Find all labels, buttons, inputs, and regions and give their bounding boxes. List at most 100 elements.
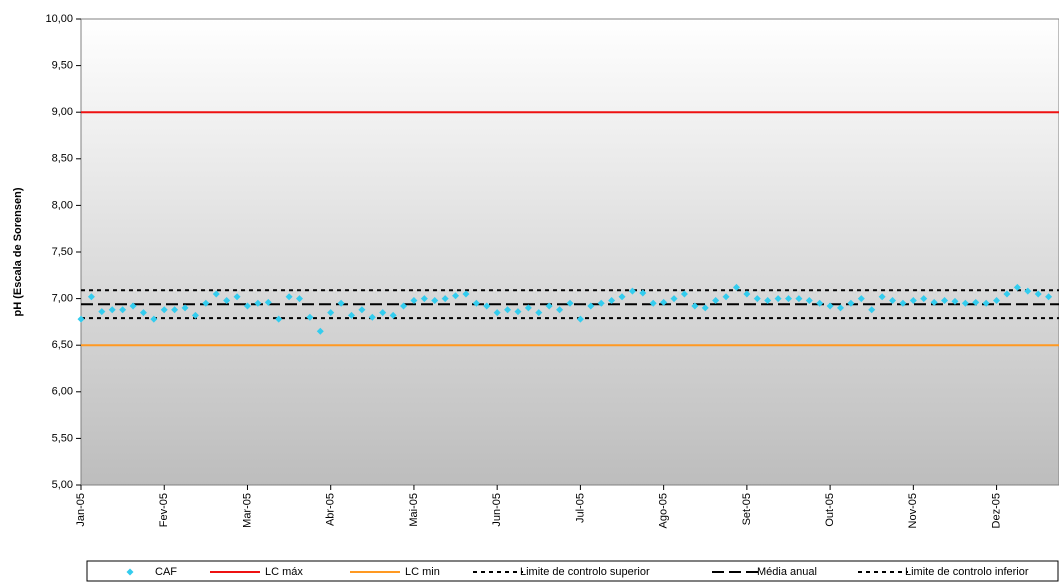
y-tick-label: 10,00 bbox=[45, 13, 73, 25]
data-point bbox=[275, 315, 283, 323]
data-point bbox=[431, 296, 439, 304]
data-point bbox=[441, 295, 449, 303]
data-point bbox=[576, 315, 584, 323]
data-point bbox=[1013, 283, 1021, 291]
data-point bbox=[660, 298, 668, 306]
x-tick-label: Jan-05 bbox=[75, 493, 87, 527]
data-point bbox=[920, 295, 928, 303]
y-tick-label: 8,50 bbox=[52, 153, 73, 165]
data-point bbox=[295, 295, 303, 303]
data-point bbox=[472, 299, 480, 307]
data-point bbox=[951, 297, 959, 305]
data-point bbox=[1034, 290, 1042, 298]
data-point bbox=[639, 289, 647, 297]
legend-label: CAF bbox=[155, 566, 177, 578]
data-point bbox=[857, 295, 865, 303]
data-point bbox=[337, 299, 345, 307]
data-point bbox=[961, 299, 969, 307]
data-point bbox=[160, 306, 168, 314]
data-point bbox=[816, 299, 824, 307]
data-point bbox=[1045, 293, 1053, 301]
data-point bbox=[743, 290, 751, 298]
data-point bbox=[909, 296, 917, 304]
data-point bbox=[680, 290, 688, 298]
data-point bbox=[628, 287, 636, 295]
y-tick-label: 6,50 bbox=[52, 339, 73, 351]
data-point bbox=[264, 298, 272, 306]
y-tick-label: 6,00 bbox=[52, 386, 73, 398]
data-point bbox=[452, 292, 460, 300]
data-point bbox=[379, 309, 387, 317]
legend-label: Limite de controlo superior bbox=[520, 566, 650, 578]
data-point bbox=[171, 306, 179, 314]
x-tick-label: Set-05 bbox=[741, 493, 753, 525]
data-point bbox=[545, 302, 553, 310]
y-tick-label: 5,50 bbox=[52, 432, 73, 444]
legend-label: LC min bbox=[405, 566, 440, 578]
y-tick-label: 8,00 bbox=[52, 199, 73, 211]
data-point bbox=[223, 296, 231, 304]
data-point bbox=[556, 306, 564, 314]
data-point bbox=[514, 308, 522, 316]
data-point bbox=[878, 293, 886, 301]
data-point bbox=[722, 293, 730, 301]
data-point bbox=[108, 306, 116, 314]
data-point bbox=[670, 295, 678, 303]
x-tick-label: Out-05 bbox=[824, 493, 836, 527]
legend-box bbox=[86, 560, 1059, 582]
legend-marker bbox=[126, 568, 134, 576]
data-point bbox=[462, 290, 470, 298]
x-tick-label: Mai-05 bbox=[408, 493, 420, 527]
x-tick-label: Fev-05 bbox=[158, 493, 170, 527]
data-point bbox=[493, 309, 501, 317]
data-point bbox=[87, 293, 95, 301]
data-point bbox=[483, 302, 491, 310]
data-point bbox=[712, 296, 720, 304]
x-tick-label: Ago-05 bbox=[658, 493, 670, 528]
data-point bbox=[587, 302, 595, 310]
data-point bbox=[316, 327, 324, 335]
data-point bbox=[889, 296, 897, 304]
data-point bbox=[774, 295, 782, 303]
data-point bbox=[795, 295, 803, 303]
data-point bbox=[847, 299, 855, 307]
data-point bbox=[181, 304, 189, 312]
data-point bbox=[400, 302, 408, 310]
data-point bbox=[701, 304, 709, 312]
data-point bbox=[348, 311, 356, 319]
data-point bbox=[327, 309, 335, 317]
y-axis-title: pH (Escala de Sorensen) bbox=[12, 187, 24, 316]
x-tick-label: Dez-05 bbox=[990, 493, 1002, 528]
data-point bbox=[597, 299, 605, 307]
data-point bbox=[753, 295, 761, 303]
data-point bbox=[306, 313, 314, 321]
data-point bbox=[389, 311, 397, 319]
data-point bbox=[993, 296, 1001, 304]
data-point bbox=[972, 298, 980, 306]
data-point bbox=[150, 315, 158, 323]
legend-label: Limite de controlo inferior bbox=[905, 566, 1029, 578]
data-point bbox=[1024, 287, 1032, 295]
data-point bbox=[608, 296, 616, 304]
data-point bbox=[202, 299, 210, 307]
data-point bbox=[732, 283, 740, 291]
data-point bbox=[119, 306, 127, 314]
y-tick-label: 5,00 bbox=[52, 479, 73, 491]
data-point bbox=[764, 296, 772, 304]
y-tick-label: 7,50 bbox=[52, 246, 73, 258]
x-tick-label: Abr-05 bbox=[325, 493, 337, 526]
data-point bbox=[212, 290, 220, 298]
data-point bbox=[649, 299, 657, 307]
x-tick-label: Mar-05 bbox=[241, 493, 253, 528]
y-tick-label: 9,00 bbox=[52, 106, 73, 118]
data-point bbox=[410, 296, 418, 304]
data-point bbox=[233, 293, 241, 301]
data-point bbox=[535, 309, 543, 317]
plot-area bbox=[80, 18, 1059, 486]
x-tick-label: Nov-05 bbox=[907, 493, 919, 528]
data-point bbox=[784, 295, 792, 303]
data-point bbox=[691, 302, 699, 310]
y-tick-label: 7,00 bbox=[52, 293, 73, 305]
data-point bbox=[504, 306, 512, 314]
